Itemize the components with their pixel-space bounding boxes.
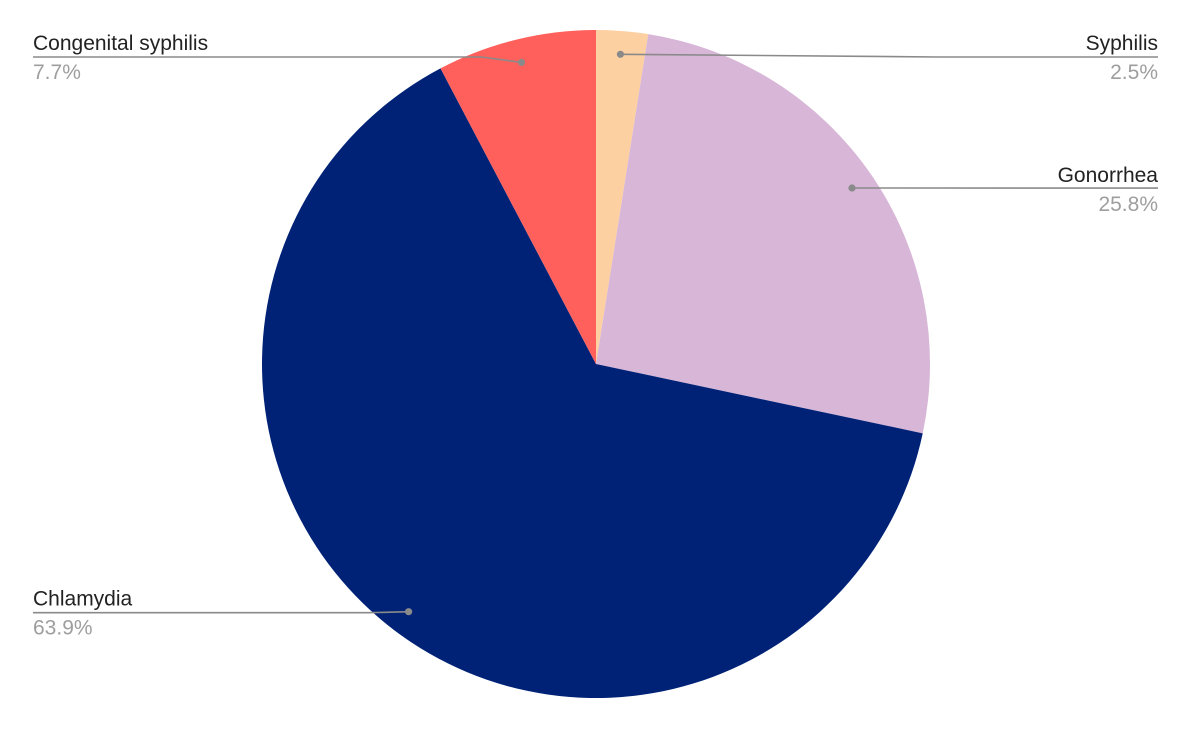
slices-layer <box>262 30 930 698</box>
leader-line-congenital-syphilis <box>33 57 522 62</box>
leader-line-chlamydia <box>33 612 409 613</box>
slice-percent-chlamydia: 63.9% <box>33 617 93 640</box>
leader-dot-congenital-syphilis <box>518 59 525 66</box>
slice-percent-gonorrhea: 25.8% <box>1098 193 1158 216</box>
slice-label-syphilis: Syphilis <box>1086 32 1158 55</box>
slice-label-gonorrhea: Gonorrhea <box>1058 164 1159 187</box>
slice-percent-syphilis: 2.5% <box>1110 61 1158 84</box>
pie-slice-gonorrhea <box>596 34 930 433</box>
slice-percent-congenital-syphilis: 7.7% <box>33 61 81 84</box>
slice-label-chlamydia: Chlamydia <box>33 588 133 611</box>
leader-dot-gonorrhea <box>848 184 855 191</box>
slice-label-congenital-syphilis: Congenital syphilis <box>33 32 208 55</box>
leader-dot-syphilis <box>617 51 624 58</box>
leader-dot-chlamydia <box>405 608 412 615</box>
